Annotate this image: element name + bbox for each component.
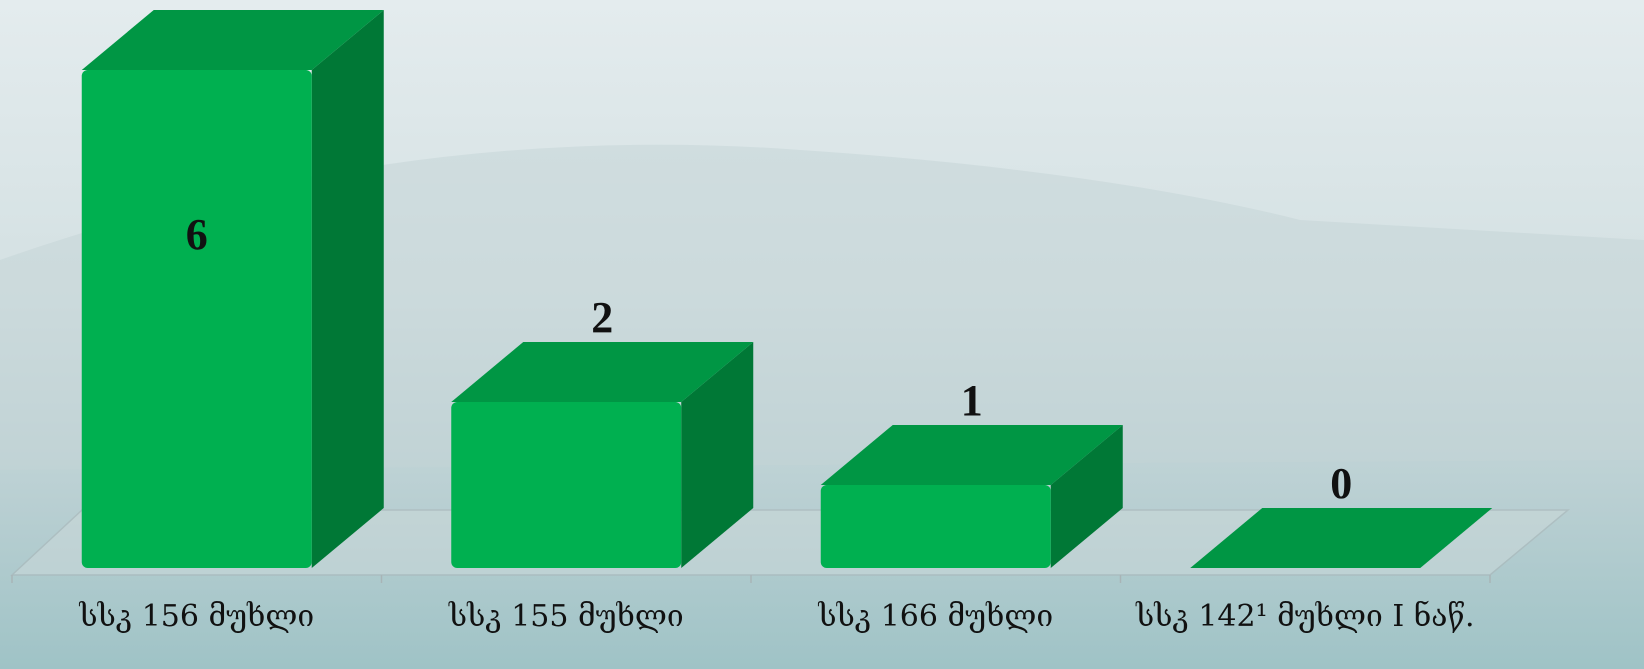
bar [820, 425, 1123, 568]
bar-top [81, 10, 384, 70]
x-tick-label: სსკ 156 მუხლი [78, 599, 314, 634]
bar-front [451, 402, 682, 568]
bar [451, 342, 754, 568]
bar-top [1190, 508, 1493, 568]
value-label: 1 [961, 376, 983, 425]
background-shape [0, 144, 1644, 470]
bar-front [81, 70, 312, 568]
bar-side [681, 342, 754, 568]
bar [81, 10, 384, 568]
bar-top [820, 425, 1123, 485]
bar-side [1050, 425, 1123, 568]
x-tick-label: სსკ 155 მუხლი [448, 599, 684, 634]
x-tick-label: სსკ 166 მუხლი [817, 599, 1053, 634]
x-tick-label: სსკ 142¹ მუხლი I ნაწ. [1135, 599, 1475, 634]
value-label: 0 [1330, 459, 1352, 508]
value-label: 6 [186, 210, 208, 259]
bar-side [311, 10, 384, 568]
bar-front [820, 485, 1051, 568]
value-label: 2 [591, 293, 613, 342]
plot: 6 სსკ 156 მუხლი 2 სსკ 155 მუხლი 1 სსკ 166 მუხ… [11, 10, 1493, 634]
bar-top [451, 342, 754, 402]
floor [10, 509, 1571, 576]
bar [1190, 508, 1493, 568]
